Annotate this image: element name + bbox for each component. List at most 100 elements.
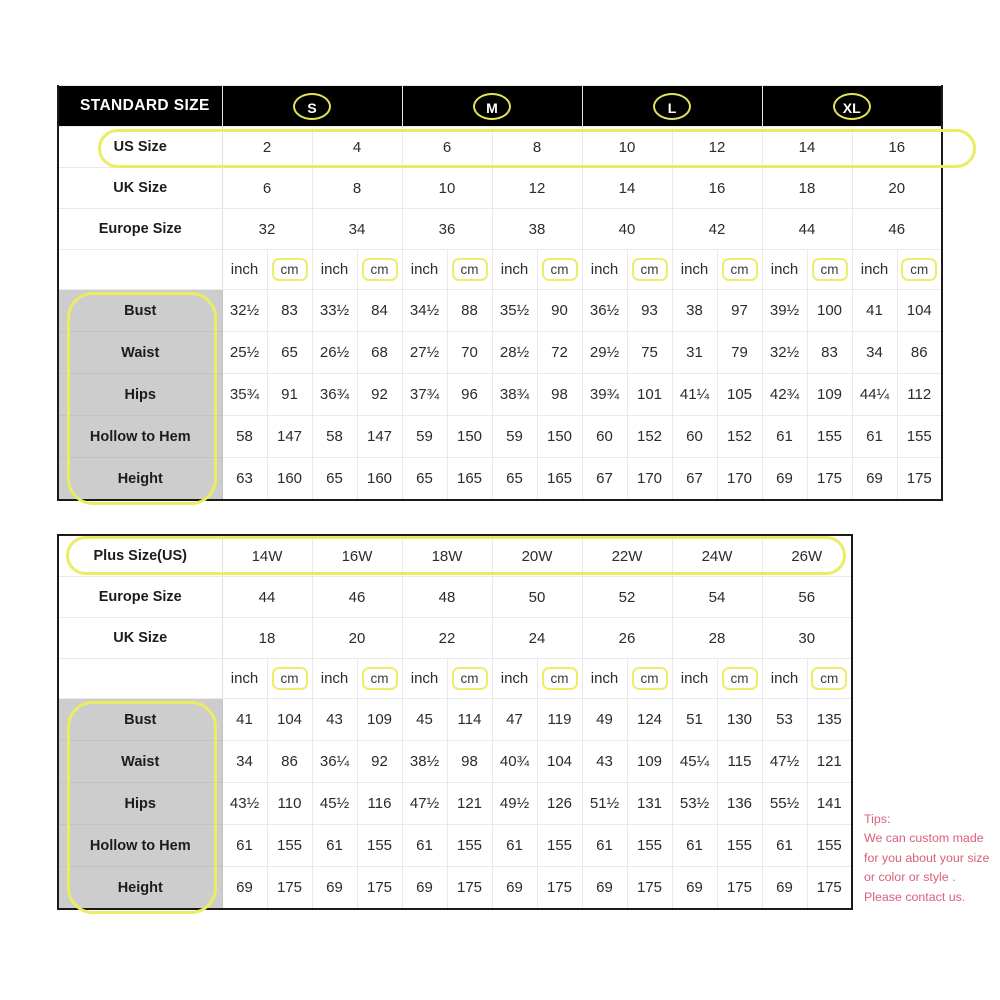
row-label-waist: Waist <box>57 331 223 374</box>
table-cell: 67 <box>581 457 628 501</box>
unit-row-plus: inch cm inch cm inch cm inch cm inch cm … <box>57 658 853 699</box>
table-cell: 86 <box>266 740 313 783</box>
table-cell: 170 <box>626 457 673 501</box>
table-cell: 37¾ <box>401 373 448 416</box>
table-cell: 65 <box>491 457 538 501</box>
table-cell: 33½ <box>311 289 358 332</box>
table-cell: 14 <box>581 167 673 209</box>
table-row: Height 63 160 65 160 65 165 65 165 67 17… <box>57 457 943 501</box>
table-cell: 31 <box>671 331 718 374</box>
table-cell: 48 <box>401 576 493 618</box>
table-row: Waist 34 86 36¼ 92 38½ 98 40¾ 104 43 109… <box>57 740 853 783</box>
table-cell: 59 <box>491 415 538 458</box>
table-cell: 69 <box>401 866 448 910</box>
table-row: UK Size 6 8 10 12 14 16 18 20 <box>57 167 943 209</box>
table-cell: 46 <box>851 208 943 250</box>
unit-inch: inch <box>761 249 808 290</box>
table-cell: 69 <box>491 866 538 910</box>
table-cell: 69 <box>671 866 718 910</box>
table-cell: 50 <box>491 576 583 618</box>
unit-cm-cell: cm <box>536 249 583 290</box>
row-label-uk-size: UK Size <box>57 617 223 659</box>
table-cell: 43 <box>581 740 628 783</box>
row-label-uk-size: UK Size <box>57 167 223 209</box>
table-cell: 25½ <box>221 331 268 374</box>
table-cell: 70 <box>446 331 493 374</box>
table-row: Height 69 175 69 175 69 175 69 175 69 17… <box>57 866 853 910</box>
table-cell: 86 <box>896 331 943 374</box>
unit-inch: inch <box>581 249 628 290</box>
table-cell: 165 <box>446 457 493 501</box>
table-cell: 40 <box>581 208 673 250</box>
table-cell: 175 <box>536 866 583 910</box>
table-cell: 135 <box>806 698 853 741</box>
unit-cm-highlight: cm <box>811 666 848 691</box>
table-cell: 61 <box>851 415 898 458</box>
table-cell: 32½ <box>221 289 268 332</box>
table-cell: 42 <box>671 208 763 250</box>
table-cell: 155 <box>266 824 313 867</box>
table-cell: 20W <box>491 534 583 577</box>
table-cell: 152 <box>626 415 673 458</box>
table-cell: 175 <box>806 457 853 501</box>
size-badge-m: M <box>473 92 511 120</box>
table-cell: 97 <box>716 289 763 332</box>
unit-inch: inch <box>221 249 268 290</box>
table-cell: 75 <box>626 331 673 374</box>
unit-row-label-empty <box>57 249 223 290</box>
table-cell: 98 <box>446 740 493 783</box>
tips-line-1: Tips: <box>864 812 891 826</box>
table-cell: 39½ <box>761 289 808 332</box>
unit-inch: inch <box>851 249 898 290</box>
table-cell: 150 <box>536 415 583 458</box>
table-cell: 12 <box>491 167 583 209</box>
table-cell: 36¾ <box>311 373 358 416</box>
unit-cm-cell: cm <box>806 249 853 290</box>
table-cell: 28½ <box>491 331 538 374</box>
table-cell: 61 <box>581 824 628 867</box>
table-cell: 61 <box>761 415 808 458</box>
table-cell: 92 <box>356 740 403 783</box>
row-label-europe-size: Europe Size <box>57 208 223 250</box>
unit-cm-cell: cm <box>626 249 673 290</box>
table-cell: 34 <box>851 331 898 374</box>
table-cell: 112 <box>896 373 943 416</box>
unit-cm-cell: cm <box>626 658 673 699</box>
table-cell: 47 <box>491 698 538 741</box>
unit-cm-cell: cm <box>896 249 943 290</box>
table-row: Europe Size 32 34 36 38 40 42 44 46 <box>57 208 943 250</box>
table-cell: 45¼ <box>671 740 718 783</box>
table-cell: 69 <box>761 457 808 501</box>
table-cell: 114 <box>446 698 493 741</box>
table-cell: 175 <box>806 866 853 910</box>
unit-cm-highlight: cm <box>541 666 578 691</box>
table-cell: 155 <box>446 824 493 867</box>
table-cell: 104 <box>266 698 313 741</box>
tips-line-5: Please contact us. <box>864 889 966 904</box>
unit-cm-cell: cm <box>356 249 403 290</box>
table-cell: 69 <box>221 866 268 910</box>
unit-cm-cell: cm <box>536 658 583 699</box>
unit-cm-cell: cm <box>266 658 313 699</box>
table-cell: 155 <box>896 415 943 458</box>
table-row: Hips 43½ 110 45½ 116 47½ 121 49½ 126 51½… <box>57 782 853 825</box>
table-cell: 29½ <box>581 331 628 374</box>
table-cell: 41 <box>851 289 898 332</box>
table-cell: 155 <box>716 824 763 867</box>
table-cell: 175 <box>626 866 673 910</box>
plus-size-table: Plus Size(US) 14W 16W 18W 20W 22W 24W 26… <box>57 534 853 910</box>
table-cell: 18W <box>401 534 493 577</box>
table-cell: 32 <box>221 208 313 250</box>
table-cell: 44 <box>221 576 313 618</box>
table-cell: 16 <box>851 126 943 168</box>
unit-cm-highlight: cm <box>361 257 398 282</box>
table-cell: 20 <box>311 617 403 659</box>
table-cell: 30 <box>761 617 853 659</box>
unit-cm-highlight: cm <box>901 257 938 282</box>
table-cell: 101 <box>626 373 673 416</box>
table-cell: 100 <box>806 289 853 332</box>
unit-inch: inch <box>221 658 268 699</box>
table-cell: 116 <box>356 782 403 825</box>
unit-cm-cell: cm <box>716 658 763 699</box>
table-cell: 46 <box>311 576 403 618</box>
